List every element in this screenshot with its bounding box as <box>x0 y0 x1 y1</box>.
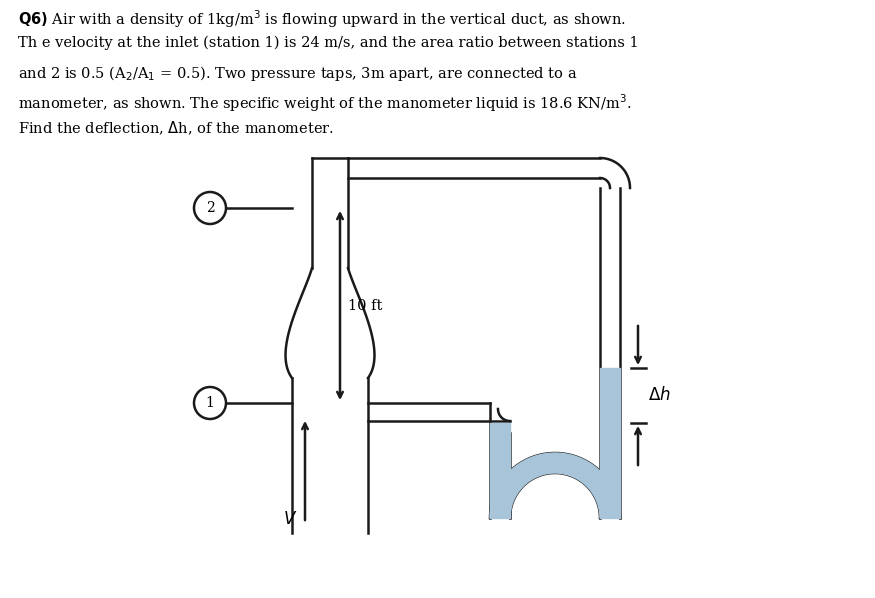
Text: Find the deflection, $\Delta$h, of the manometer.: Find the deflection, $\Delta$h, of the m… <box>18 120 334 138</box>
Text: Th e velocity at the inlet (station 1) is 24 m/s, and the area ratio between sta: Th e velocity at the inlet (station 1) i… <box>18 36 639 50</box>
Polygon shape <box>490 453 620 518</box>
Text: $V$: $V$ <box>283 511 297 528</box>
Text: manometer, as shown. The specific weight of the manometer liquid is 18.6 KN/m$^3: manometer, as shown. The specific weight… <box>18 92 632 114</box>
Text: 1: 1 <box>206 396 214 410</box>
Text: and 2 is 0.5 (A$_2$/A$_1$ = 0.5). Two pressure taps, 3m apart, are connected to : and 2 is 0.5 (A$_2$/A$_1$ = 0.5). Two pr… <box>18 64 578 83</box>
Text: 10 ft: 10 ft <box>348 298 382 313</box>
Text: $\mathbf{Q6)}$ Air with a density of 1kg/m$^3$ is flowing upward in the vertical: $\mathbf{Q6)}$ Air with a density of 1kg… <box>18 8 626 30</box>
Text: 2: 2 <box>206 201 214 215</box>
Text: $\Delta h$: $\Delta h$ <box>648 386 671 404</box>
